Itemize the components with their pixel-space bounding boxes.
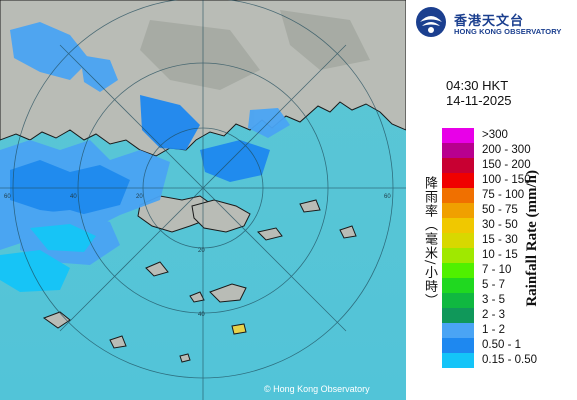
legend-label: 150 - 200 <box>482 159 531 171</box>
rain-echoes <box>0 22 290 292</box>
ring-label-20-south: 20 <box>198 248 205 254</box>
legend-swatch <box>442 173 474 188</box>
ring-label-40-west: 40 <box>70 194 77 200</box>
legend-swatch <box>442 233 474 248</box>
legend-label: 1 - 2 <box>482 324 506 336</box>
legend-row: 1 - 2 <box>442 323 572 338</box>
legend-label: 3 - 5 <box>482 294 506 306</box>
hk-island <box>191 199 251 233</box>
legend-row: 30 - 50 <box>442 218 572 233</box>
legend-label: 0.50 - 1 <box>482 339 521 351</box>
observatory-emblem-icon <box>416 7 446 37</box>
radar-map: 60 40 20 60 40 20 © Hong Kong Observator… <box>0 0 406 400</box>
observatory-logo: 香港天文台 HONG KONG OBSERVATORY <box>410 6 570 40</box>
legend-swatch <box>442 338 474 353</box>
legend-label: 75 - 100 <box>482 189 525 201</box>
legend-row: 2 - 3 <box>442 308 572 323</box>
legend-label: 15 - 30 <box>482 234 518 246</box>
legend-label: 2 - 3 <box>482 309 506 321</box>
ring-label-60-west: 60 <box>4 194 11 200</box>
legend-label: 200 - 300 <box>482 144 531 156</box>
legend-label: 7 - 10 <box>482 264 512 276</box>
legend-swatch <box>442 158 474 173</box>
legend-label: 5 - 7 <box>482 279 506 291</box>
legend-row: 150 - 200 <box>442 158 572 173</box>
legend-label: 10 - 15 <box>482 249 518 261</box>
legend-swatch <box>442 308 474 323</box>
ring-label-20-west: 20 <box>136 194 143 200</box>
legend-label: 50 - 75 <box>482 204 518 216</box>
legend-panel: 香港天文台 HONG KONG OBSERVATORY 04:30 HKT 14… <box>406 0 577 400</box>
legend-swatch <box>442 248 474 263</box>
legend-swatch <box>442 218 474 233</box>
legend-row: 15 - 30 <box>442 233 572 248</box>
legend-swatch <box>442 293 474 308</box>
legend-row: 0.50 - 1 <box>442 338 572 353</box>
ring-label-40-south: 40 <box>198 312 205 318</box>
legend-row: 100 - 150 <box>442 173 572 188</box>
legend-swatch <box>442 278 474 293</box>
logo-english-name: HONG KONG OBSERVATORY <box>454 27 562 36</box>
legend-row: 3 - 5 <box>442 293 572 308</box>
copyright-text: © Hong Kong Observatory <box>264 384 370 394</box>
legend-row: 0.15 - 0.50 <box>442 353 572 368</box>
legend-label: 100 - 150 <box>482 174 531 186</box>
legend-row: 7 - 10 <box>442 263 572 278</box>
legend-label: 30 - 50 <box>482 219 518 231</box>
legend-label: 0.15 - 0.50 <box>482 354 537 366</box>
legend-row: >300 <box>442 128 572 143</box>
legend-row: 200 - 300 <box>442 143 572 158</box>
legend-row: 75 - 100 <box>442 188 572 203</box>
rainfall-legend: >300 200 - 300 150 - 200 100 - 150 75 - 100 5… <box>442 128 572 368</box>
observation-date: 14-11-2025 <box>446 93 512 108</box>
land-relief <box>140 10 370 90</box>
range-rings <box>0 0 406 400</box>
legend-swatch <box>442 143 474 158</box>
ring-label-60-east: 60 <box>384 194 391 200</box>
observation-time: 04:30 HKT <box>446 78 509 93</box>
legend-swatch <box>442 203 474 218</box>
logo-chinese-name: 香港天文台 <box>454 14 525 29</box>
legend-swatch <box>442 188 474 203</box>
legend-swatch <box>442 323 474 338</box>
legend-label: >300 <box>482 129 508 141</box>
legend-title-english: Rainfall Rate (mm/h) <box>524 170 540 307</box>
legend-row: 50 - 75 <box>442 203 572 218</box>
legend-row: 10 - 15 <box>442 248 572 263</box>
legend-title-chinese: 降雨率（毫米/小時） <box>422 176 437 308</box>
outlying-islands <box>42 199 357 363</box>
legend-row: 5 - 7 <box>442 278 572 293</box>
legend-swatch <box>442 353 474 368</box>
legend-swatch <box>442 128 474 143</box>
legend-swatch <box>442 263 474 278</box>
